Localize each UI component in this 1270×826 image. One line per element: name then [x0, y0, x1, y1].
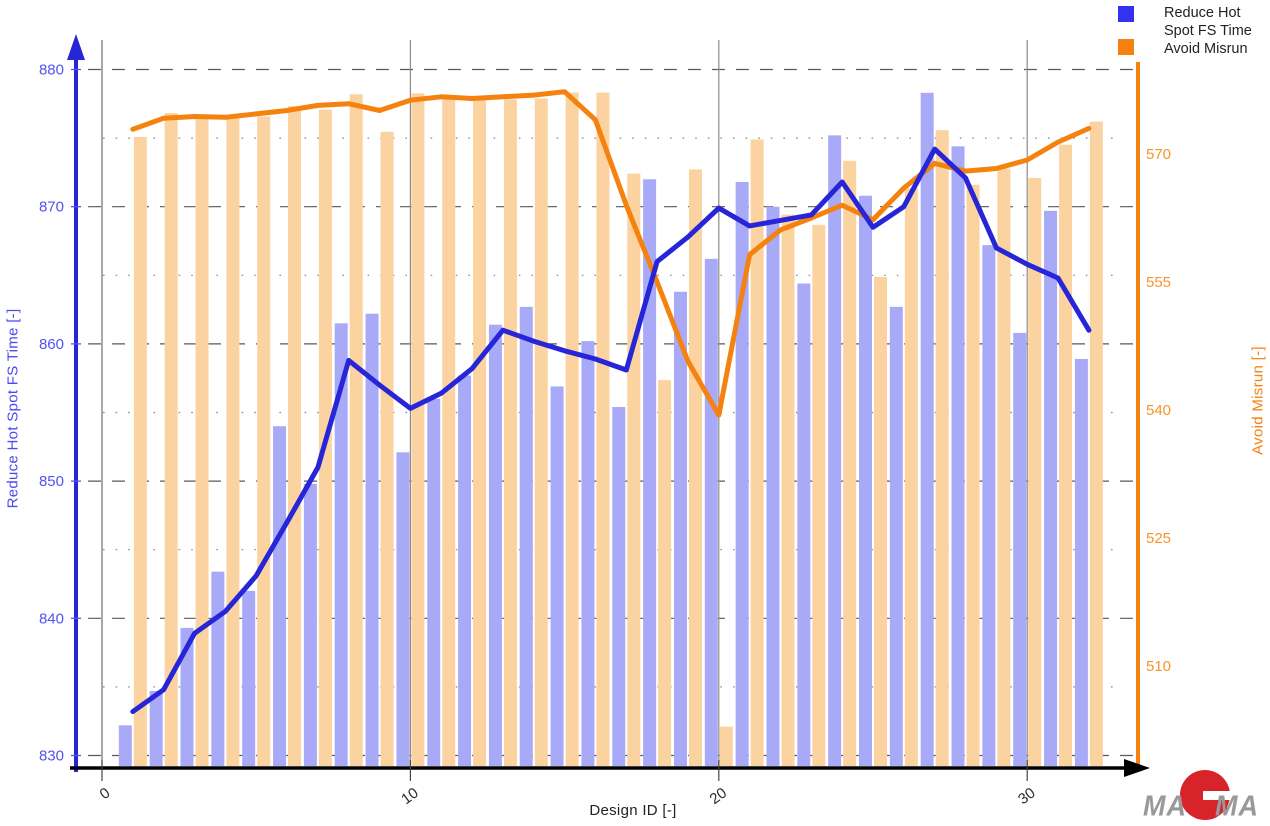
bar-reduce-hot-spot-design-21	[735, 182, 749, 766]
bar-avoid-misrun-design-10	[411, 93, 425, 766]
bar-reduce-hot-spot-design-3	[180, 627, 194, 766]
bar-reduce-hot-spot-design-8	[334, 323, 348, 766]
bar-reduce-hot-spot-design-6	[273, 426, 287, 766]
bar-avoid-misrun-design-4	[226, 117, 240, 766]
left-axis-tick-label: 870	[39, 199, 64, 216]
bar-avoid-misrun-design-3	[195, 114, 209, 767]
right-axis-tick-label: 510	[1146, 658, 1171, 675]
bar-reduce-hot-spot-design-23	[797, 283, 811, 766]
bar-avoid-misrun-design-9	[380, 131, 394, 766]
bar-reduce-hot-spot-design-14	[519, 306, 533, 766]
left-axis-tick-label: 850	[39, 473, 64, 490]
bar-avoid-misrun-design-12	[473, 99, 487, 767]
legend-swatch-orange	[1118, 39, 1134, 55]
bar-avoid-misrun-design-17	[627, 173, 641, 766]
bar-reduce-hot-spot-design-7	[303, 483, 317, 766]
bar-reduce-hot-spot-design-22	[766, 206, 780, 766]
bar-avoid-misrun-design-6	[288, 106, 302, 766]
bar-avoid-misrun-design-18	[658, 380, 672, 766]
bar-avoid-misrun-design-26	[904, 188, 918, 766]
bar-avoid-misrun-design-1	[133, 136, 147, 766]
bar-avoid-misrun-design-29	[997, 168, 1011, 766]
bar-reduce-hot-spot-design-24	[828, 135, 842, 766]
bar-reduce-hot-spot-design-16	[581, 341, 595, 766]
bar-avoid-misrun-design-5	[257, 116, 271, 766]
bar-reduce-hot-spot-design-25	[859, 195, 872, 766]
x-tick-label: 30	[1015, 784, 1038, 808]
legend-swatch-blue	[1118, 6, 1134, 22]
bar-reduce-hot-spot-design-2	[149, 691, 163, 766]
bar-avoid-misrun-design-16	[596, 92, 610, 767]
bar-avoid-misrun-design-22	[781, 214, 795, 767]
line-avoid-misrun	[130, 89, 1092, 418]
bar-reduce-hot-spot-design-4	[211, 571, 225, 766]
bar-avoid-misrun-design-30	[1028, 177, 1042, 766]
bar-reduce-hot-spot-design-5	[242, 590, 256, 766]
bar-avoid-misrun-design-15	[565, 92, 579, 767]
bar-avoid-misrun-design-31	[1059, 144, 1073, 766]
x-axis-title: Design ID [-]	[589, 802, 677, 819]
bar-reduce-hot-spot-design-32	[1074, 358, 1088, 766]
bar-avoid-misrun-design-2	[164, 113, 178, 766]
x-tick-label: 10	[398, 784, 421, 808]
bar-avoid-misrun-design-28	[966, 184, 980, 766]
bar-reduce-hot-spot-design-17	[612, 407, 626, 766]
magma-logo: MA MA	[1141, 770, 1269, 826]
magma-g-icon-slot	[1203, 791, 1230, 800]
bar-reduce-hot-spot-design-20	[704, 258, 718, 766]
bar-reduce-hot-spot-design-9	[365, 313, 379, 766]
bar-avoid-misrun-design-19	[688, 169, 702, 767]
bar-reduce-hot-spot-design-10	[396, 452, 410, 766]
left-axis-tick-label: 830	[39, 748, 64, 765]
bar-avoid-misrun-design-14	[534, 98, 548, 766]
right-axis-tick-label: 555	[1146, 274, 1171, 291]
bar-reduce-hot-spot-design-30	[1013, 332, 1027, 766]
logo-text: MA	[1215, 790, 1259, 822]
right-axis-tick-label: 540	[1146, 402, 1171, 419]
bar-reduce-hot-spot-design-12	[458, 375, 472, 766]
bar-avoid-misrun-design-11	[442, 98, 456, 766]
bar-avoid-misrun-design-8	[349, 94, 363, 767]
bar-reduce-hot-spot-design-18	[643, 179, 657, 766]
right-axis-title: Avoid Misrun [-]	[1249, 346, 1267, 455]
bar-avoid-misrun-design-21	[750, 139, 764, 766]
legend-label-line: Reduce Hot	[1164, 5, 1241, 21]
bar-avoid-misrun-design-32	[1089, 121, 1103, 767]
bar-reduce-hot-spot-design-13	[488, 324, 502, 766]
bar-reduce-hot-spot-design-26	[889, 306, 903, 766]
bar-avoid-misrun-design-25	[874, 276, 887, 766]
bar-avoid-misrun-design-23	[812, 224, 826, 766]
bar-avoid-misrun-design-24	[843, 160, 857, 766]
bar-avoid-misrun-design-27	[935, 130, 949, 766]
left-y-axis-arrow	[67, 34, 85, 60]
left-axis-tick-label: 840	[39, 610, 64, 627]
left-axis-tick-label: 880	[39, 62, 64, 79]
line-reduce-hot-spot	[130, 146, 1092, 715]
right-axis-tick-label: 525	[1146, 530, 1171, 547]
bar-reduce-hot-spot-design-19	[673, 291, 687, 766]
left-axis-tick-label: 860	[39, 336, 64, 353]
bar-reduce-hot-spot-design-29	[982, 245, 996, 767]
legend-label-line: Avoid Misrun	[1164, 41, 1248, 57]
x-tick-label: 20	[707, 784, 730, 808]
bar-reduce-hot-spot-design-15	[550, 386, 564, 766]
magma-g-icon-bar	[1215, 800, 1227, 810]
bar-reduce-hot-spot-design-27	[920, 92, 934, 767]
bar-reduce-hot-spot-design-1	[118, 725, 132, 766]
legend-label-line: Spot FS Time	[1164, 23, 1252, 39]
left-axis-title: Reduce Hot Spot FS Time [-]	[4, 308, 22, 509]
bar-reduce-hot-spot-design-28	[951, 146, 965, 766]
x-tick-label: 0	[97, 784, 114, 803]
right-axis-tick-label: 570	[1146, 146, 1171, 163]
x-axis-arrow	[1124, 759, 1150, 777]
bar-reduce-hot-spot-design-31	[1044, 210, 1058, 767]
bar-avoid-misrun-design-13	[503, 99, 517, 767]
bar-avoid-misrun-design-20	[719, 726, 733, 766]
bar-reduce-hot-spot-design-11	[427, 398, 441, 766]
logo-text: MA	[1143, 790, 1187, 822]
